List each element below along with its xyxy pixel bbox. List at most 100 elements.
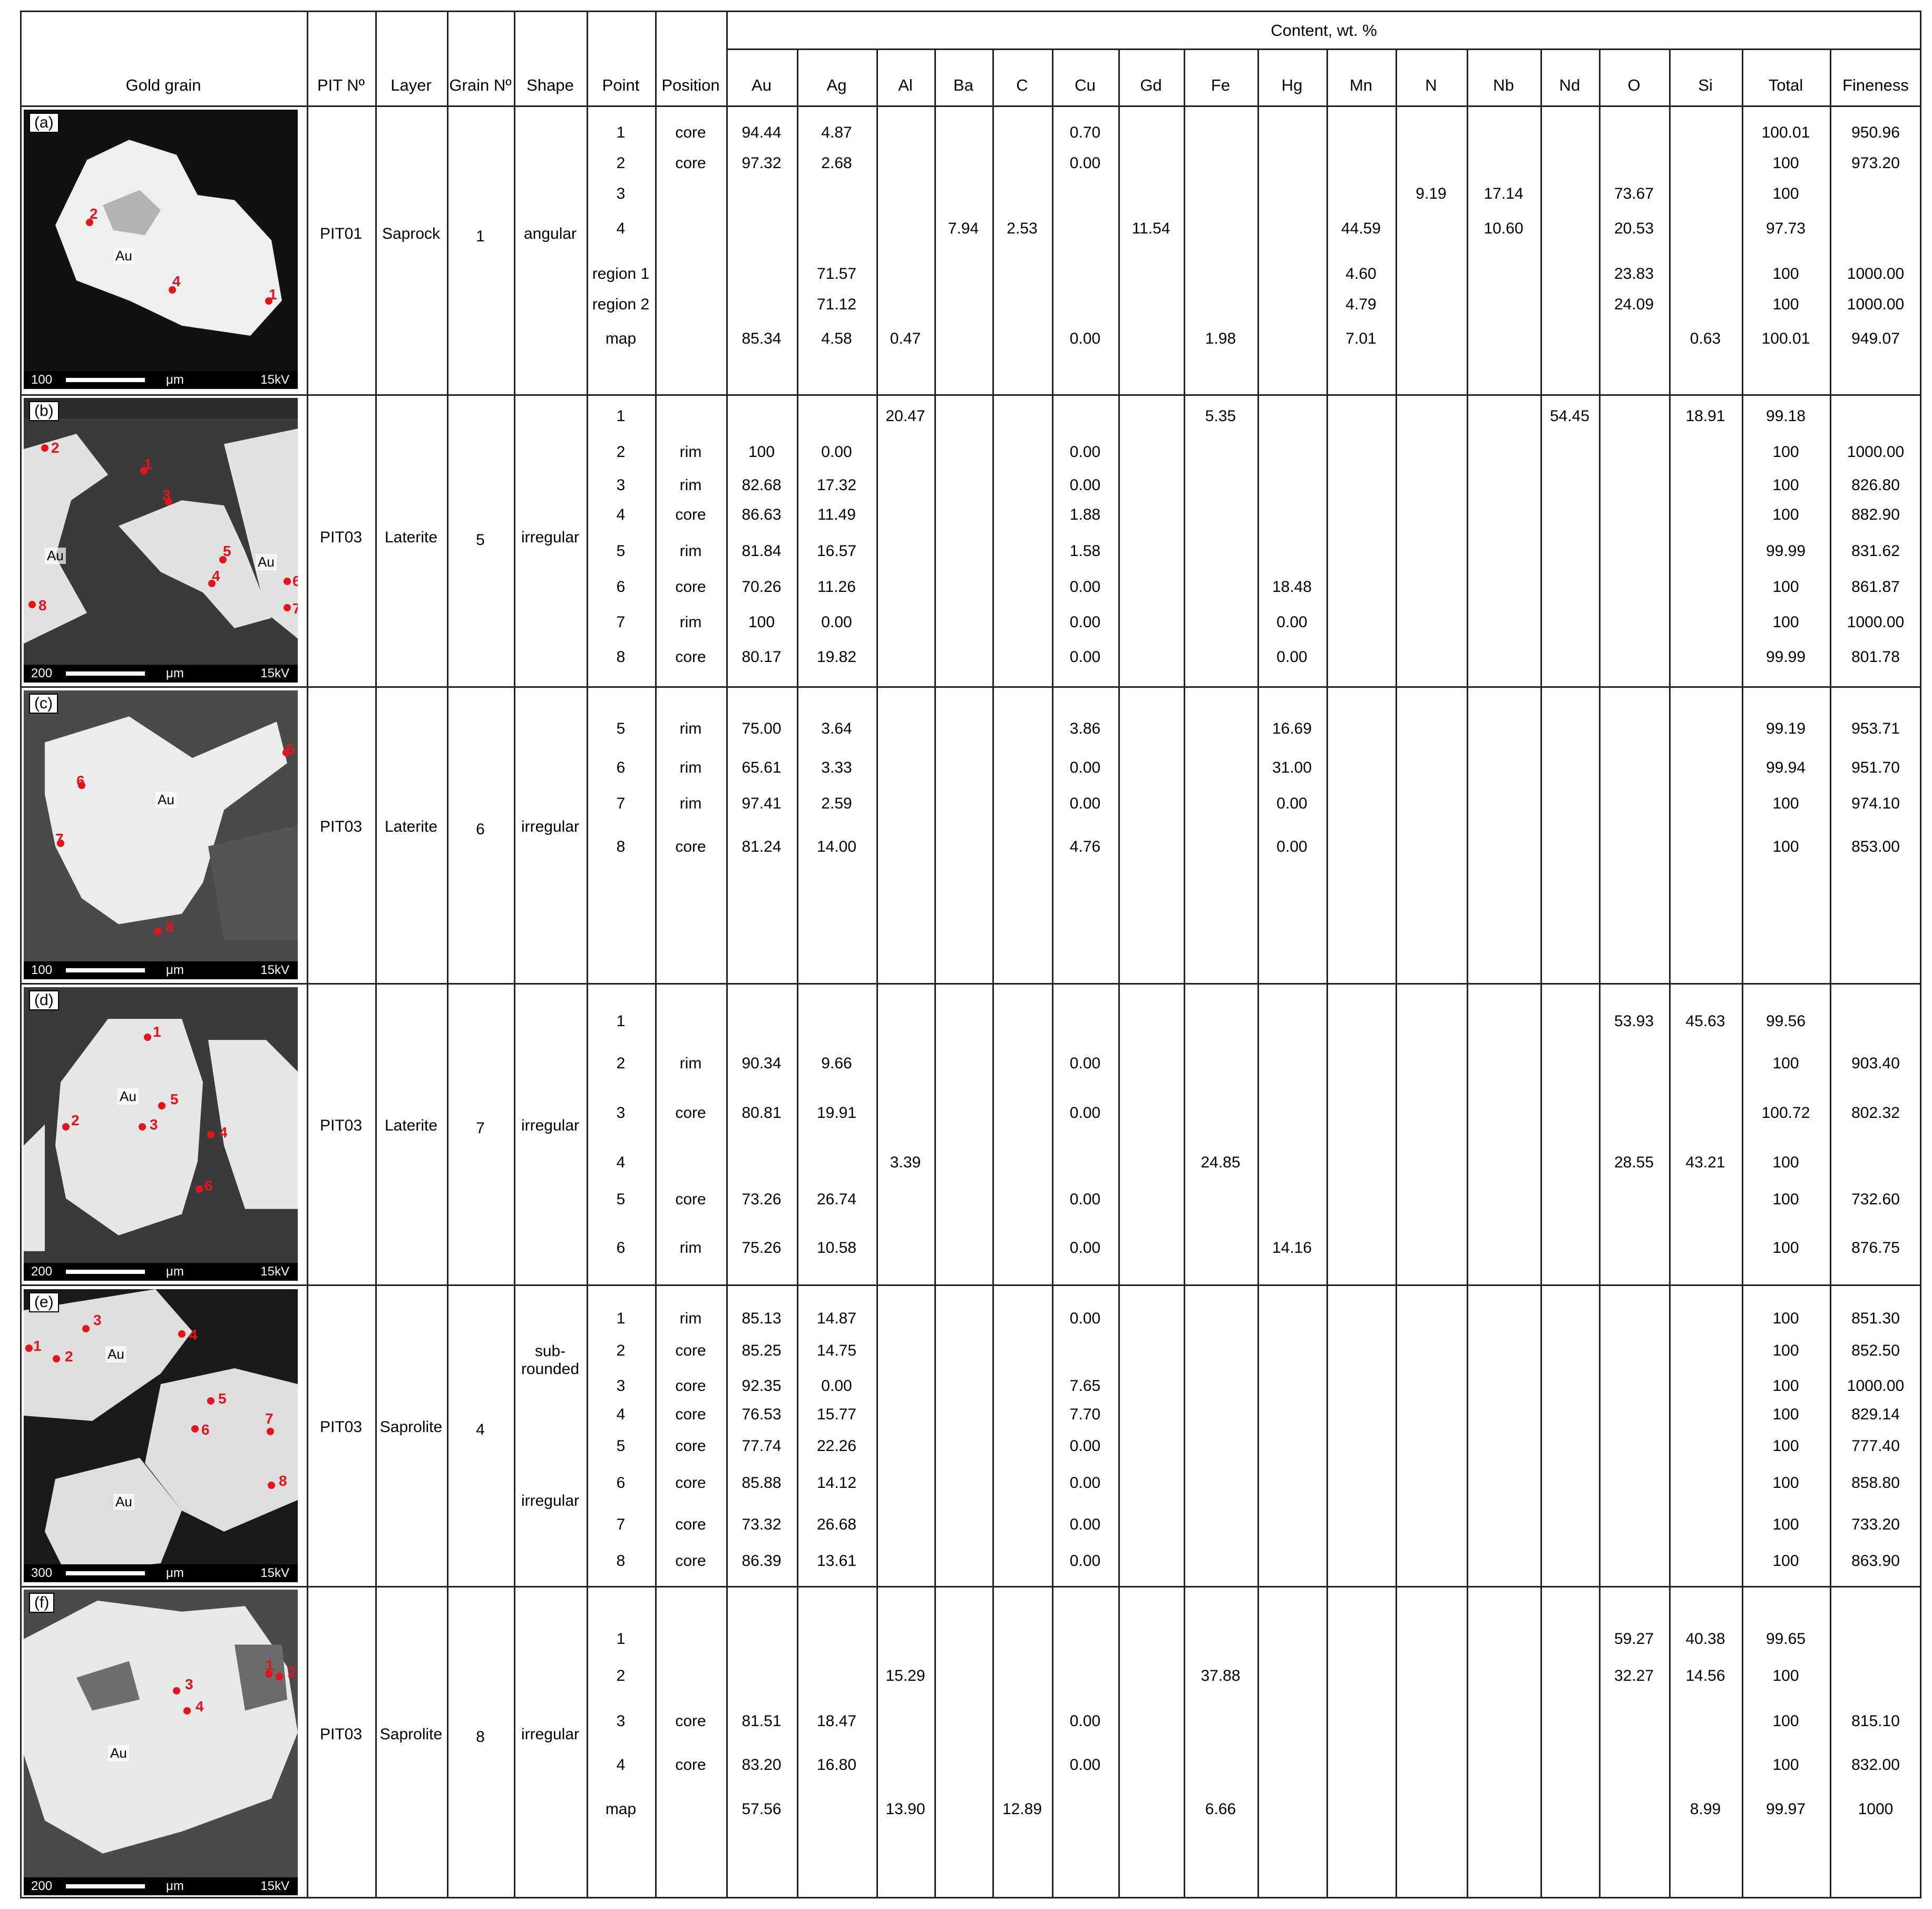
cell-point: map <box>605 1800 637 1818</box>
column-divider <box>1467 48 1468 1898</box>
cell-point: 7 <box>616 795 626 812</box>
scale-value: 200 <box>31 1264 53 1279</box>
cell-al: 13.90 <box>885 1800 925 1818</box>
grain-no-cell: 7 <box>476 1119 485 1137</box>
layer-cell: Laterite <box>384 817 438 835</box>
column-divider <box>1257 48 1259 1898</box>
cell-ag: 19.91 <box>816 1104 857 1122</box>
cell-o: 23.83 <box>1614 265 1654 283</box>
scale-bar: 200 μm 15kV <box>24 665 298 683</box>
cell-position: core <box>675 1104 706 1122</box>
cell-total: 100 <box>1772 1406 1799 1423</box>
cell-total: 100.01 <box>1761 330 1810 347</box>
cell-total: 99.65 <box>1765 1630 1806 1648</box>
cell-point: 3 <box>616 476 626 494</box>
cell-position: core <box>675 838 706 855</box>
analysis-point-number: 8 <box>38 597 47 613</box>
header-hg: Hg <box>1281 76 1303 94</box>
cell-ag: 4.58 <box>821 330 852 347</box>
shape-cell: angular <box>523 225 577 242</box>
cell-nb: 10.60 <box>1484 220 1524 237</box>
cell-point: 6 <box>616 1474 626 1492</box>
grain-shape <box>24 398 298 683</box>
cell-total: 99.19 <box>1765 720 1806 737</box>
analysis-point-marker <box>53 1355 60 1362</box>
analysis-point-marker <box>191 1425 199 1433</box>
row-divider <box>20 1586 1921 1587</box>
column-divider <box>1669 48 1671 1898</box>
cell-au: 80.17 <box>741 648 782 666</box>
cell-au: 70.26 <box>741 578 782 596</box>
cell-fe: 24.85 <box>1201 1154 1241 1171</box>
cell-fineness: 903.40 <box>1851 1055 1900 1072</box>
cell-ag: 18.47 <box>816 1712 857 1730</box>
sem-image-d: (d) Au 1 2 3 4 5 6 200 μm 15kV <box>24 987 298 1281</box>
cell-total: 100 <box>1772 1437 1799 1455</box>
cell-point: 6 <box>616 578 626 596</box>
cell-ag: 3.33 <box>821 759 852 776</box>
header-mn: Mn <box>1349 76 1373 94</box>
column-divider <box>375 11 377 1898</box>
cell-fineness: 831.62 <box>1851 542 1900 560</box>
analysis-point-number: 2 <box>288 1664 296 1680</box>
row-divider <box>20 983 1921 985</box>
grain-shape <box>24 690 298 979</box>
cell-cu: 1.88 <box>1069 506 1101 523</box>
cell-si: 8.99 <box>1690 1800 1721 1818</box>
scale-unit: μm <box>166 1264 184 1279</box>
scale-value: 200 <box>31 666 53 680</box>
cell-total: 100 <box>1772 613 1799 631</box>
cell-position: core <box>675 648 706 666</box>
cell-cu: 0.00 <box>1069 443 1101 461</box>
cell-fineness: 732.60 <box>1851 1191 1900 1208</box>
cell-total: 100 <box>1772 1516 1799 1533</box>
cell-c: 2.53 <box>1007 220 1038 237</box>
cell-position: core <box>675 1756 706 1774</box>
column-divider <box>1184 48 1185 1898</box>
header-o: O <box>1627 76 1641 94</box>
voltage: 15kV <box>260 1566 289 1580</box>
header-gd: Gd <box>1140 76 1162 94</box>
analysis-point-number: 6 <box>204 1177 213 1194</box>
cell-au: 85.88 <box>741 1474 782 1492</box>
voltage: 15kV <box>260 666 289 680</box>
cell-position: rim <box>679 1310 702 1327</box>
cell-cu: 0.00 <box>1069 1310 1101 1327</box>
grain-no-cell: 4 <box>476 1421 485 1438</box>
cell-au: 83.20 <box>741 1756 782 1774</box>
cell-fineness: 950.96 <box>1851 124 1900 141</box>
cell-ag: 4.87 <box>821 124 852 141</box>
analysis-point-number: 6 <box>201 1421 210 1438</box>
cell-ag: 71.12 <box>816 296 857 313</box>
cell-ag: 0.00 <box>821 443 852 461</box>
cell-cu: 0.00 <box>1069 1055 1101 1072</box>
analysis-point-marker <box>41 444 48 452</box>
panel-label: (f) <box>29 1593 55 1613</box>
cell-ag: 17.32 <box>816 476 857 494</box>
analysis-point-number: 4 <box>219 1124 228 1141</box>
cell-fineness: 949.07 <box>1851 330 1900 347</box>
column-divider <box>514 11 515 1898</box>
cell-point: 3 <box>616 185 626 202</box>
analysis-point-number: 2 <box>90 206 98 222</box>
pit-no-cell: PIT03 <box>319 817 363 835</box>
cell-o: 24.09 <box>1614 296 1654 313</box>
cell-mn: 4.79 <box>1345 296 1377 313</box>
cell-position: core <box>675 578 706 596</box>
cell-ag: 14.12 <box>816 1474 857 1492</box>
cell-au: 100 <box>748 443 775 461</box>
cell-fineness: 815.10 <box>1851 1712 1900 1730</box>
cell-ag: 0.00 <box>821 1377 852 1395</box>
header-fineness: Fineness <box>1842 76 1909 94</box>
analysis-point-number: 1 <box>144 456 152 472</box>
analysis-point-marker <box>284 578 291 585</box>
gold-grain-table <box>20 11 1921 1898</box>
cell-total: 100 <box>1772 578 1799 596</box>
cell-o: 73.67 <box>1614 185 1654 202</box>
cell-fineness: 861.87 <box>1851 578 1900 596</box>
cell-fe: 6.66 <box>1205 1800 1236 1818</box>
analysis-point-marker <box>178 1330 186 1338</box>
cell-mn: 4.60 <box>1345 265 1377 283</box>
analysis-point-marker <box>207 1131 214 1138</box>
cell-hg: 16.69 <box>1272 720 1312 737</box>
